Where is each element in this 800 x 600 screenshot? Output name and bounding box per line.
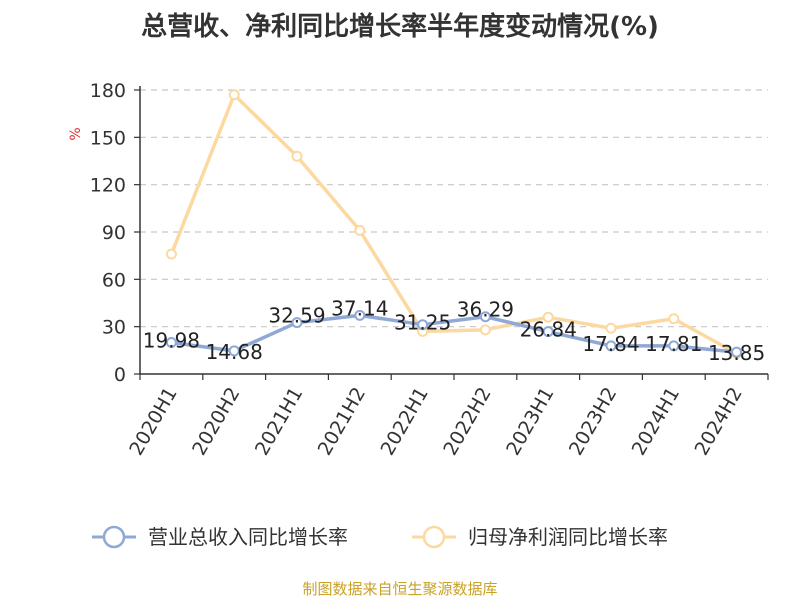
y-tick-label: 150 bbox=[90, 127, 126, 149]
data-point bbox=[668, 340, 680, 352]
data-point bbox=[165, 248, 177, 260]
y-tick-label: 30 bbox=[102, 317, 126, 339]
x-tick-label: 2021H1 bbox=[251, 384, 307, 460]
data-point bbox=[165, 336, 177, 348]
data-point bbox=[479, 324, 491, 336]
x-tick-label: 2020H1 bbox=[125, 384, 181, 460]
source-note: 制图数据来自恒生聚源数据库 bbox=[302, 580, 498, 598]
data-label: 37.14 bbox=[331, 296, 388, 320]
data-point bbox=[605, 322, 617, 334]
legend-swatch-marker bbox=[102, 525, 126, 549]
legend-item-0: 营业总收入同比增长率 bbox=[92, 525, 348, 549]
data-point bbox=[542, 311, 554, 323]
x-tick-label: 2023H2 bbox=[565, 384, 621, 460]
legend-label: 归母净利润同比增长率 bbox=[468, 525, 668, 549]
data-point bbox=[605, 340, 617, 352]
x-tick-label: 2024H1 bbox=[628, 384, 684, 460]
data-point bbox=[417, 319, 429, 331]
data-label: 14.68 bbox=[206, 340, 263, 364]
x-tick-label: 2020H2 bbox=[188, 384, 244, 460]
data-point bbox=[668, 313, 680, 325]
y-axis-label: % bbox=[68, 127, 84, 140]
data-point bbox=[354, 309, 366, 321]
legend-item-1: 归母净利润同比增长率 bbox=[412, 525, 668, 549]
series-line-1 bbox=[169, 92, 739, 356]
x-tick-label: 2021H2 bbox=[314, 384, 370, 460]
data-point bbox=[354, 224, 366, 236]
series-line-0 bbox=[169, 313, 739, 354]
y-tick-label: 120 bbox=[90, 175, 126, 197]
y-tick-label: 180 bbox=[90, 80, 126, 102]
x-tick-label: 2022H1 bbox=[377, 384, 433, 460]
y-tick-label: 60 bbox=[102, 269, 126, 291]
data-point bbox=[291, 317, 303, 329]
y-tick-label: 0 bbox=[114, 364, 126, 386]
data-label: 13.85 bbox=[708, 341, 765, 365]
legend-label: 营业总收入同比增长率 bbox=[148, 525, 348, 549]
data-label: 36.29 bbox=[457, 298, 514, 322]
data-label: 32.59 bbox=[268, 304, 325, 328]
data-point bbox=[542, 326, 554, 338]
x-tick-label: 2024H2 bbox=[691, 384, 747, 460]
data-label: 26.84 bbox=[520, 318, 577, 342]
data-point bbox=[228, 345, 240, 357]
data-label: 17.84 bbox=[582, 332, 639, 356]
x-tick-label: 2023H1 bbox=[502, 384, 558, 460]
data-label: 31.25 bbox=[394, 311, 451, 335]
y-tick-label: 90 bbox=[102, 222, 126, 244]
legend-swatch-marker bbox=[422, 525, 446, 549]
chart-title: 总营收、净利同比增长率半年度变动情况(%) bbox=[141, 12, 659, 42]
x-tick-label: 2022H2 bbox=[439, 384, 495, 460]
data-point bbox=[291, 150, 303, 162]
data-label: 19.98 bbox=[143, 328, 200, 352]
data-point bbox=[479, 311, 491, 323]
data-label: 17.81 bbox=[645, 332, 702, 356]
data-point bbox=[731, 346, 743, 358]
data-point bbox=[228, 89, 240, 101]
